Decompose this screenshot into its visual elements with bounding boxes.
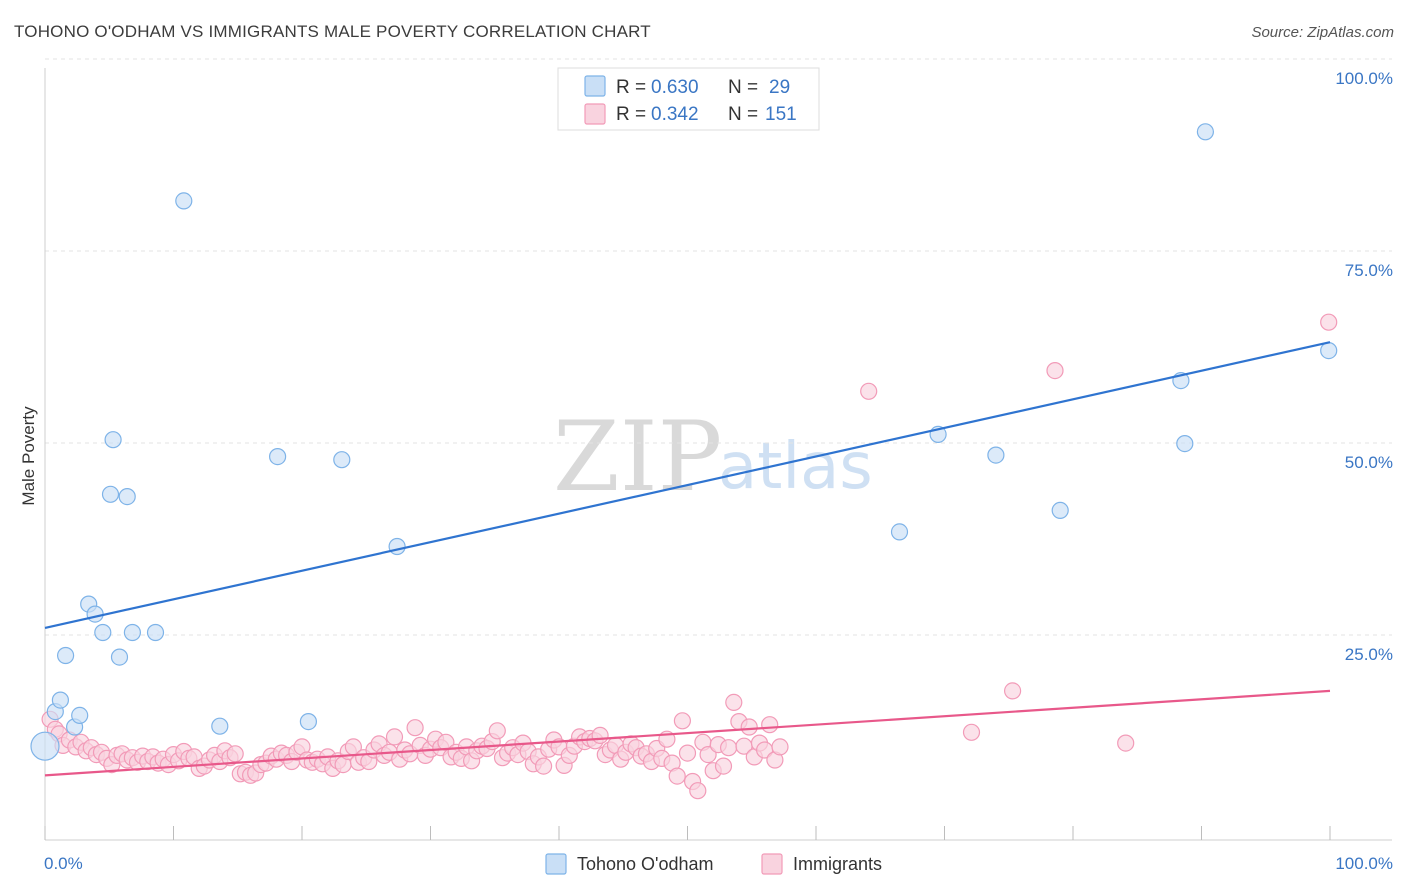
immigrants-point xyxy=(1003,682,1022,700)
tohono-point xyxy=(1176,435,1194,453)
immigrants-point xyxy=(488,722,506,740)
tohono-point xyxy=(1051,501,1069,519)
legend-r-label-immigrants: R = xyxy=(616,104,646,125)
immigrants-point xyxy=(226,745,244,763)
bottom-legend: Tohono O'odham Immigrants xyxy=(545,853,882,875)
immigrants-point xyxy=(385,728,404,746)
series-immigrants-points xyxy=(41,313,1338,800)
immigrants-point xyxy=(673,712,692,730)
tohono-point xyxy=(299,712,317,731)
legend-n-label-tohono: N = xyxy=(728,77,758,98)
immigrants-point xyxy=(725,693,743,712)
x-tick-label-max: 100.0% xyxy=(1335,854,1393,873)
tohono-point xyxy=(123,623,141,642)
tohono-point xyxy=(30,731,60,761)
trend-lines xyxy=(44,341,1331,777)
legend-n-value-tohono: 29 xyxy=(769,77,790,98)
y-axis-label: Male Poverty xyxy=(19,406,38,506)
bottom-legend-label-immigrants: Immigrants xyxy=(793,854,882,874)
tohono-point xyxy=(333,451,351,469)
immigrants-point xyxy=(699,745,717,764)
tohono-point xyxy=(110,648,129,666)
legend-r-value-immigrants: 0.342 xyxy=(651,104,699,125)
series-tohono-points xyxy=(30,123,1338,761)
top-legend: R = 0.630 N = 29 R = 0.342 N = 151 xyxy=(557,67,820,131)
immigrants-point xyxy=(740,718,758,736)
tohono-point xyxy=(1196,123,1215,141)
chart-title: TOHONO O'ODHAM VS IMMIGRANTS MALE POVERT… xyxy=(14,22,651,41)
legend-r-value-tohono: 0.630 xyxy=(651,77,699,98)
tohono-point xyxy=(890,523,909,541)
tohono-trend-line xyxy=(44,341,1331,629)
watermark-zip: ZIP xyxy=(553,401,722,513)
chart-source: Source: ZipAtlas.com xyxy=(1251,24,1394,41)
bottom-legend-label-tohono: Tohono O'odham xyxy=(577,854,714,874)
legend-n-label-immigrants: N = xyxy=(728,104,758,125)
tohono-point xyxy=(118,488,136,506)
immigrants-point xyxy=(962,723,981,741)
tohono-point xyxy=(71,706,89,725)
immigrants-point xyxy=(771,738,789,756)
immigrants-point xyxy=(591,726,609,745)
axes xyxy=(44,68,1392,841)
tohono-point xyxy=(269,448,287,466)
tohono-point xyxy=(101,485,120,503)
tohono-point xyxy=(94,623,112,642)
immigrants-point xyxy=(860,382,878,400)
tohono-point xyxy=(104,431,122,449)
tohono-point xyxy=(56,646,75,665)
immigrants-point xyxy=(668,767,686,785)
tohono-point xyxy=(146,623,165,642)
y-tick-label: 50.0% xyxy=(1345,453,1393,472)
legend-r-label-tohono: R = xyxy=(616,77,646,98)
x-tick-label-min: 0.0% xyxy=(44,854,83,873)
y-tick-label: 25.0% xyxy=(1345,645,1393,664)
immigrants-point xyxy=(761,716,779,734)
legend-swatch-tohono xyxy=(584,75,606,97)
tohono-point xyxy=(86,605,104,623)
tohono-point xyxy=(1320,342,1338,360)
grid-lines xyxy=(45,58,1392,636)
tohono-point xyxy=(211,717,229,735)
y-tick-labels: 100.0% 75.0% 50.0% 25.0% xyxy=(1335,69,1393,664)
legend-n-value-immigrants: 151 xyxy=(765,104,797,125)
immigrants-point xyxy=(406,719,424,737)
x-ticks xyxy=(44,826,1331,840)
immigrants-point xyxy=(1117,734,1135,752)
immigrants-point xyxy=(534,757,553,775)
immigrants-trend-line xyxy=(44,689,1331,777)
immigrants-point xyxy=(689,782,707,800)
tohono-point xyxy=(51,691,70,709)
immigrants-point xyxy=(1320,313,1338,331)
tohono-point xyxy=(388,537,406,556)
bottom-legend-swatch-tohono xyxy=(545,853,567,875)
legend-swatch-immigrants xyxy=(584,103,606,125)
watermark-atlas: atlas xyxy=(718,430,873,504)
immigrants-point xyxy=(678,744,697,762)
immigrants-point xyxy=(1046,362,1064,380)
tohono-point xyxy=(987,446,1005,464)
bottom-legend-swatch-immigrants xyxy=(761,853,783,875)
immigrants-point xyxy=(719,739,738,757)
y-tick-label: 75.0% xyxy=(1345,261,1393,280)
tohono-point xyxy=(175,192,193,210)
immigrants-point xyxy=(714,757,733,775)
y-tick-label: 100.0% xyxy=(1335,69,1393,88)
